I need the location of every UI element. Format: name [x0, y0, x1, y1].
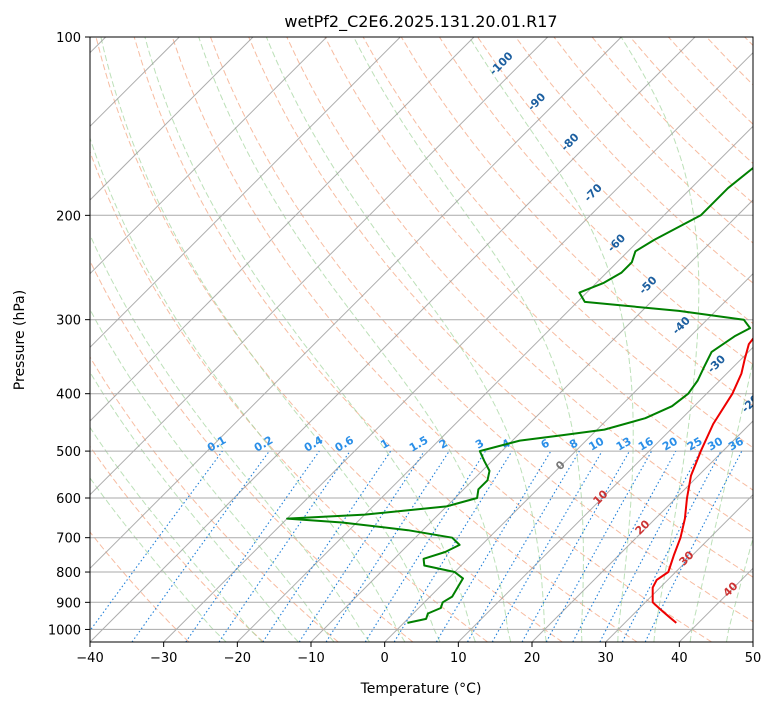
mixing-ratio-line [521, 450, 630, 642]
y-tick-label: 400 [56, 388, 81, 403]
x-tick-label: −40 [76, 651, 103, 666]
isotherm-line [90, 37, 328, 275]
y-tick-label: 300 [56, 314, 81, 329]
chart-title: wetPf2_C2E6.2025.131.20.01.R17 [284, 12, 557, 32]
x-tick-label: 10 [450, 651, 467, 666]
moist-adiabat-line [265, 37, 547, 642]
mixing-ratio-line [218, 450, 351, 642]
isotherm-line [90, 37, 549, 496]
mixing-ratio-line [572, 450, 677, 642]
dry-adiabat-line [171, 37, 712, 642]
dry-adiabat-line [90, 445, 264, 642]
y-tick-label: 100 [56, 31, 81, 46]
dry-adiabat-line [400, 37, 753, 407]
x-tick-label: −30 [150, 651, 177, 666]
moist-adiabat-line [90, 136, 406, 642]
dry-adiabat-line [438, 37, 753, 366]
x-tick-label: −20 [224, 651, 251, 666]
dry-adiabat-line [90, 531, 190, 642]
y-tick-label: 800 [56, 566, 81, 581]
plot-frame [89, 36, 754, 643]
isotherm-line [310, 199, 753, 642]
grid-layer [90, 37, 753, 642]
mixing-ratio-line [298, 450, 425, 642]
y-tick-label: 200 [56, 209, 81, 224]
series-layer [286, 166, 753, 624]
isotherm-line [90, 37, 401, 349]
x-axis-label: Temperature (°C) [360, 681, 482, 697]
y-tick-label: 700 [56, 532, 81, 547]
y-tick-label: 600 [56, 492, 81, 507]
y-tick-label: 1000 [48, 623, 81, 638]
mixing-ratio-line [325, 450, 450, 642]
y-tick-label: 500 [56, 445, 81, 460]
isotherm-line [163, 51, 753, 642]
dry-adiabat-line [210, 37, 753, 623]
isotherm-line [605, 493, 753, 642]
moist-adiabat-line [90, 308, 335, 642]
moist-adiabat-line [468, 37, 634, 642]
isotherm-line [90, 37, 696, 642]
x-tick-label: −10 [297, 651, 324, 666]
isotherm-line [90, 37, 622, 570]
isotherm-line [90, 37, 254, 201]
x-tick-label: 20 [524, 651, 541, 666]
mixing-ratio-line [185, 450, 320, 642]
moist-adiabat-line [620, 37, 700, 642]
x-tick-label: 0 [381, 651, 389, 666]
dry-adiabat-line [515, 37, 753, 284]
x-tick-label: 50 [745, 651, 762, 666]
moist-adiabat-line [353, 37, 584, 642]
dry-adiabat-line [90, 356, 339, 642]
dry-adiabat-line [90, 150, 488, 642]
dry-adiabat-line [133, 37, 638, 642]
isotherm-line [384, 272, 753, 642]
isotherm-line [236, 125, 753, 642]
isotherm-line [531, 420, 753, 642]
dry-adiabat-line [95, 37, 563, 642]
isotherm-line [90, 37, 475, 422]
moist-adiabat-line [726, 536, 753, 642]
y-tick-label: 900 [56, 596, 81, 611]
y-axis-label: Pressure (hPa) [12, 290, 28, 390]
moist-adiabat-line [144, 37, 476, 642]
temperature-profile-line [651, 337, 753, 624]
dewpoint-profile-line [286, 166, 753, 624]
x-tick-label: 30 [597, 651, 614, 666]
axis-layer: −40 −30 −20 −10 0 10 20 30 40 50 1000 900 800 700 600 5… [48, 31, 761, 666]
mixing-ratio-line [90, 450, 223, 632]
moist-adiabat-line [198, 37, 512, 642]
mixing-ratio-line [131, 450, 270, 642]
x-tick-label: 40 [671, 651, 688, 666]
moist-adiabat-line [100, 37, 441, 642]
dry-adiabat-line [248, 37, 753, 578]
mixing-ratio-line [393, 450, 513, 642]
moist-adiabat-line [90, 233, 371, 642]
mixing-ratio-line [545, 450, 653, 642]
isotherm-line [457, 346, 753, 642]
mixing-ratio-line [644, 450, 743, 642]
moist-adiabat-line [689, 358, 753, 642]
mixing-ratio-line [262, 450, 392, 642]
